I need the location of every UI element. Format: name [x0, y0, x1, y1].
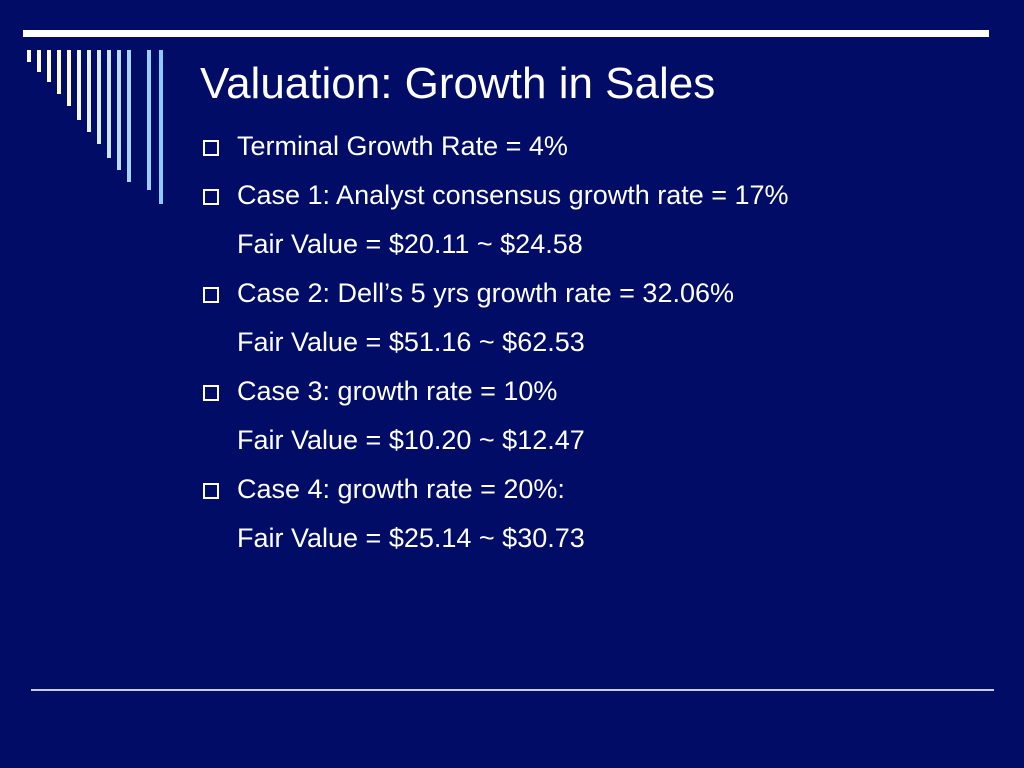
decorative-bars: [27, 50, 163, 204]
hollow-square-bullet-icon: [203, 140, 219, 156]
bullet-item: Case 4: growth rate = 20%:: [201, 465, 1001, 514]
hollow-square-bullet-icon: [203, 287, 219, 303]
hollow-square-bullet-icon: [203, 189, 219, 205]
sub-item: Fair Value = $20.11 ~ $24.58: [201, 220, 1001, 269]
bullet-text: Case 3: growth rate = 10%: [237, 376, 558, 406]
decorative-bar: [27, 50, 31, 62]
bottom-divider-line: [31, 689, 994, 691]
decorative-bar: [117, 50, 121, 170]
sub-item: Fair Value = $51.16 ~ $62.53: [201, 318, 1001, 367]
slide-title: Valuation: Growth in Sales: [200, 59, 716, 108]
sub-item: Fair Value = $25.14 ~ $30.73: [201, 514, 1001, 563]
hollow-square-bullet-icon: [203, 483, 219, 499]
decorative-bar: [107, 50, 111, 158]
decorative-bar: [147, 50, 151, 190]
bullet-text: Case 1: Analyst consensus growth rate = …: [237, 180, 789, 210]
decorative-bar: [87, 50, 91, 132]
decorative-bar: [37, 50, 41, 72]
bullet-item: Case 1: Analyst consensus growth rate = …: [201, 171, 1001, 220]
bullet-text: Case 4: growth rate = 20%:: [237, 474, 565, 504]
decorative-bar: [159, 50, 163, 204]
decorative-bar: [67, 50, 71, 106]
top-divider-line: [23, 30, 989, 37]
hollow-square-bullet-icon: [203, 385, 219, 401]
decorative-bar: [57, 50, 61, 94]
bullet-item: Case 3: growth rate = 10%: [201, 367, 1001, 416]
decorative-bar: [97, 50, 101, 144]
decorative-bar: [47, 50, 51, 82]
bullet-item: Terminal Growth Rate = 4%: [201, 122, 1001, 171]
fair-value-text: Fair Value = $25.14 ~ $30.73: [237, 523, 585, 553]
decorative-bar: [127, 50, 131, 182]
fair-value-text: Fair Value = $10.20 ~ $12.47: [237, 425, 585, 455]
bullet-text: Terminal Growth Rate = 4%: [237, 131, 568, 161]
bullet-item: Case 2: Dell’s 5 yrs growth rate = 32.06…: [201, 269, 1001, 318]
slide-content: Terminal Growth Rate = 4% Case 1: Analys…: [201, 122, 1001, 563]
fair-value-text: Fair Value = $20.11 ~ $24.58: [237, 229, 583, 259]
fair-value-text: Fair Value = $51.16 ~ $62.53: [237, 327, 585, 357]
sub-item: Fair Value = $10.20 ~ $12.47: [201, 416, 1001, 465]
decorative-bar: [77, 50, 81, 120]
bullet-text: Case 2: Dell’s 5 yrs growth rate = 32.06…: [237, 278, 734, 308]
